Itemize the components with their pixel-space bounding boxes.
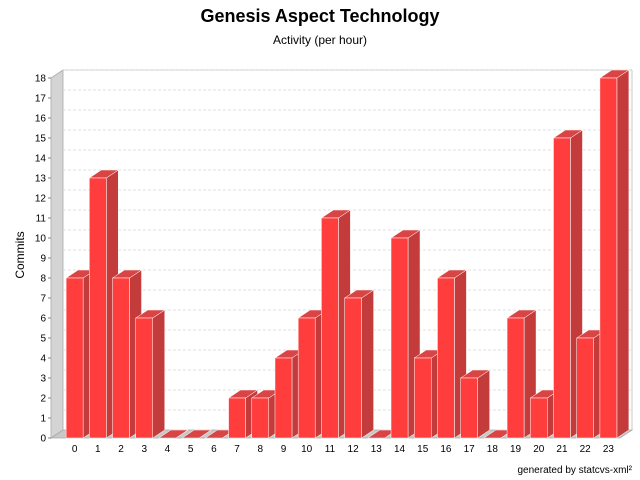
bar-3: [134, 309, 166, 439]
x-tick-label: 1: [95, 444, 101, 455]
bar-front: [506, 317, 525, 439]
y-tick-label: 6: [40, 314, 46, 325]
bar-5: [181, 429, 212, 439]
y-tick-label: 17: [35, 94, 47, 105]
bar-top: [158, 429, 189, 439]
chart-subtitle: Activity (per hour): [272, 33, 368, 47]
x-tick-label: 20: [533, 444, 545, 455]
x-tick-label: 12: [348, 444, 360, 455]
y-tick-label: 2: [40, 394, 46, 405]
bar-side: [361, 289, 374, 439]
bars: [65, 69, 630, 439]
bar-front: [297, 317, 316, 439]
bar-front: [274, 357, 293, 439]
bar-front: [390, 237, 409, 439]
x-tick-label: 23: [603, 444, 615, 455]
bar-front: [530, 397, 548, 439]
y-tick-label: 11: [36, 214, 47, 225]
bar-front: [112, 277, 130, 439]
bar-front: [460, 377, 478, 439]
x-tick-label: 18: [487, 444, 499, 455]
x-tick-label: 2: [118, 444, 124, 455]
y-tick-label: 15: [35, 134, 47, 145]
x-tick-label: 10: [301, 444, 313, 455]
bar-front: [576, 337, 594, 439]
y-tick-label: 5: [40, 334, 46, 345]
bar-front: [89, 177, 107, 439]
left-wall: [50, 69, 64, 439]
y-tick-label: 18: [35, 74, 47, 85]
y-tick-label: 10: [35, 234, 47, 245]
x-tick-label: 3: [141, 444, 147, 455]
x-tick-label: 0: [72, 444, 78, 455]
bar-side: [477, 369, 490, 439]
y-tick-label: 1: [40, 414, 46, 425]
bar-front: [321, 217, 339, 439]
bar-side: [152, 309, 165, 439]
y-axis-label: Commits: [13, 231, 27, 278]
bar-front: [228, 397, 246, 439]
bar-front: [553, 137, 571, 439]
x-tick-label: 21: [556, 444, 568, 455]
bar-front: [65, 277, 84, 439]
y-tick-label: 16: [35, 114, 47, 125]
y-tick-label: 7: [40, 294, 46, 305]
chart-title: Genesis Aspect Technology: [200, 6, 440, 26]
y-tick-label: 3: [40, 374, 46, 385]
bar-23: [599, 69, 630, 439]
x-tick-label: 17: [464, 444, 476, 455]
x-tick-label: 14: [394, 444, 406, 455]
bar-front: [599, 77, 618, 439]
x-tick-label: 19: [510, 444, 522, 455]
x-tick-label: 11: [325, 444, 336, 455]
y-tick-label: 8: [40, 274, 46, 285]
y-tick-label: 0: [40, 434, 46, 445]
y-tick-label: 4: [40, 354, 46, 365]
x-tick-label: 22: [580, 444, 592, 455]
bar-front: [413, 357, 432, 439]
x-tick-label: 15: [417, 444, 429, 455]
y-tick-label: 9: [40, 254, 46, 265]
x-tick-label: 8: [257, 444, 263, 455]
bar-4: [158, 429, 189, 439]
x-tick-label: 5: [188, 444, 194, 455]
x-tick-label: 7: [234, 444, 240, 455]
bar-top: [181, 429, 212, 439]
x-tick-label: 9: [281, 444, 287, 455]
bar-17: [459, 369, 491, 439]
x-tick-label: 4: [165, 444, 171, 455]
x-tick-label: 16: [440, 444, 452, 455]
footer-credit: generated by statcvs-xml²: [517, 465, 633, 476]
x-tick-label: 6: [211, 444, 217, 455]
bar-side: [616, 69, 630, 439]
bar-front: [437, 277, 455, 439]
bar-front: [344, 297, 362, 439]
y-tick-label: 13: [35, 174, 47, 185]
bar-front: [135, 317, 153, 439]
x-axis-ticks: 0 1 2 3 4 5 6 7 8 9 10 11 12 13 14 15 16 17 18 19 20 21 22 23: [72, 444, 615, 455]
y-tick-label: 14: [35, 154, 47, 165]
x-tick-label: 13: [371, 444, 383, 455]
bar-12: [343, 289, 375, 439]
y-tick-label: 12: [35, 194, 47, 205]
bar-front: [251, 397, 270, 439]
